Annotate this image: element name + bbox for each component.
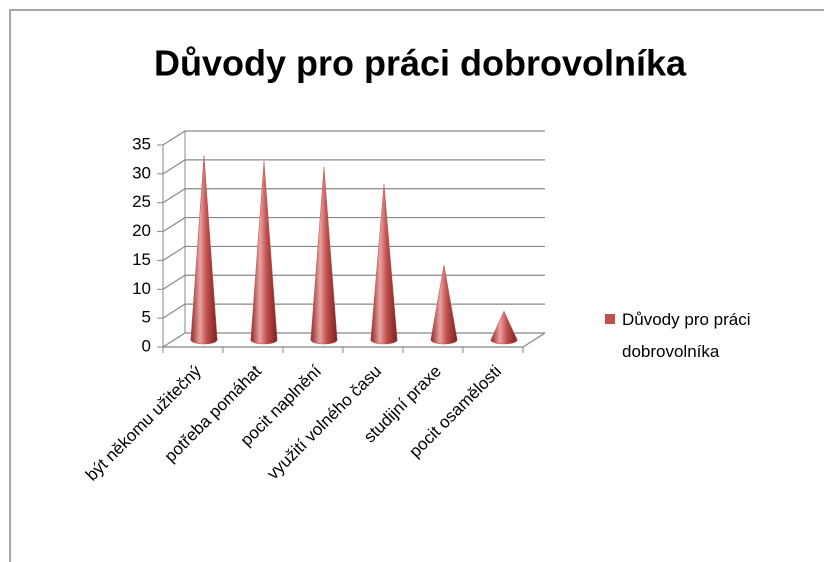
cone: [490, 310, 518, 345]
x-tick-label: být někomu užitečný: [82, 361, 205, 484]
y-tick-label: 15: [132, 250, 151, 269]
y-tick-label: 30: [132, 163, 151, 182]
grid-line: [162, 188, 545, 204]
cone: [430, 264, 458, 345]
cone: [370, 184, 398, 345]
floor: [163, 332, 546, 348]
grid-line: [162, 303, 545, 319]
grid-line: [162, 130, 545, 146]
grid-line: [162, 216, 545, 233]
grid-line: [162, 332, 545, 348]
y-tick-label: 25: [132, 192, 151, 211]
y-tick-label: 35: [132, 134, 151, 153]
cone: [190, 155, 218, 345]
y-tick-label: 0: [142, 336, 151, 355]
x-tick-label: využití volného času: [263, 362, 385, 484]
y-tick-label: 10: [132, 279, 151, 298]
chart-title: Důvody pro práci dobrovolníka: [154, 43, 687, 84]
legend-label: Důvody pro práci dobrovolníka: [622, 310, 751, 361]
legend-swatch: [605, 314, 615, 324]
cone: [310, 166, 338, 345]
frame: [9, 9, 824, 562]
grid-line: [162, 245, 545, 261]
legend: Důvody pro práci dobrovolníka: [605, 304, 812, 368]
y-tick-label: 20: [132, 221, 151, 240]
back-wall: [163, 131, 545, 347]
grid-line: [162, 274, 545, 290]
grid-line: [162, 159, 545, 175]
y-tick-label: 5: [142, 308, 151, 327]
cone: [250, 161, 278, 345]
